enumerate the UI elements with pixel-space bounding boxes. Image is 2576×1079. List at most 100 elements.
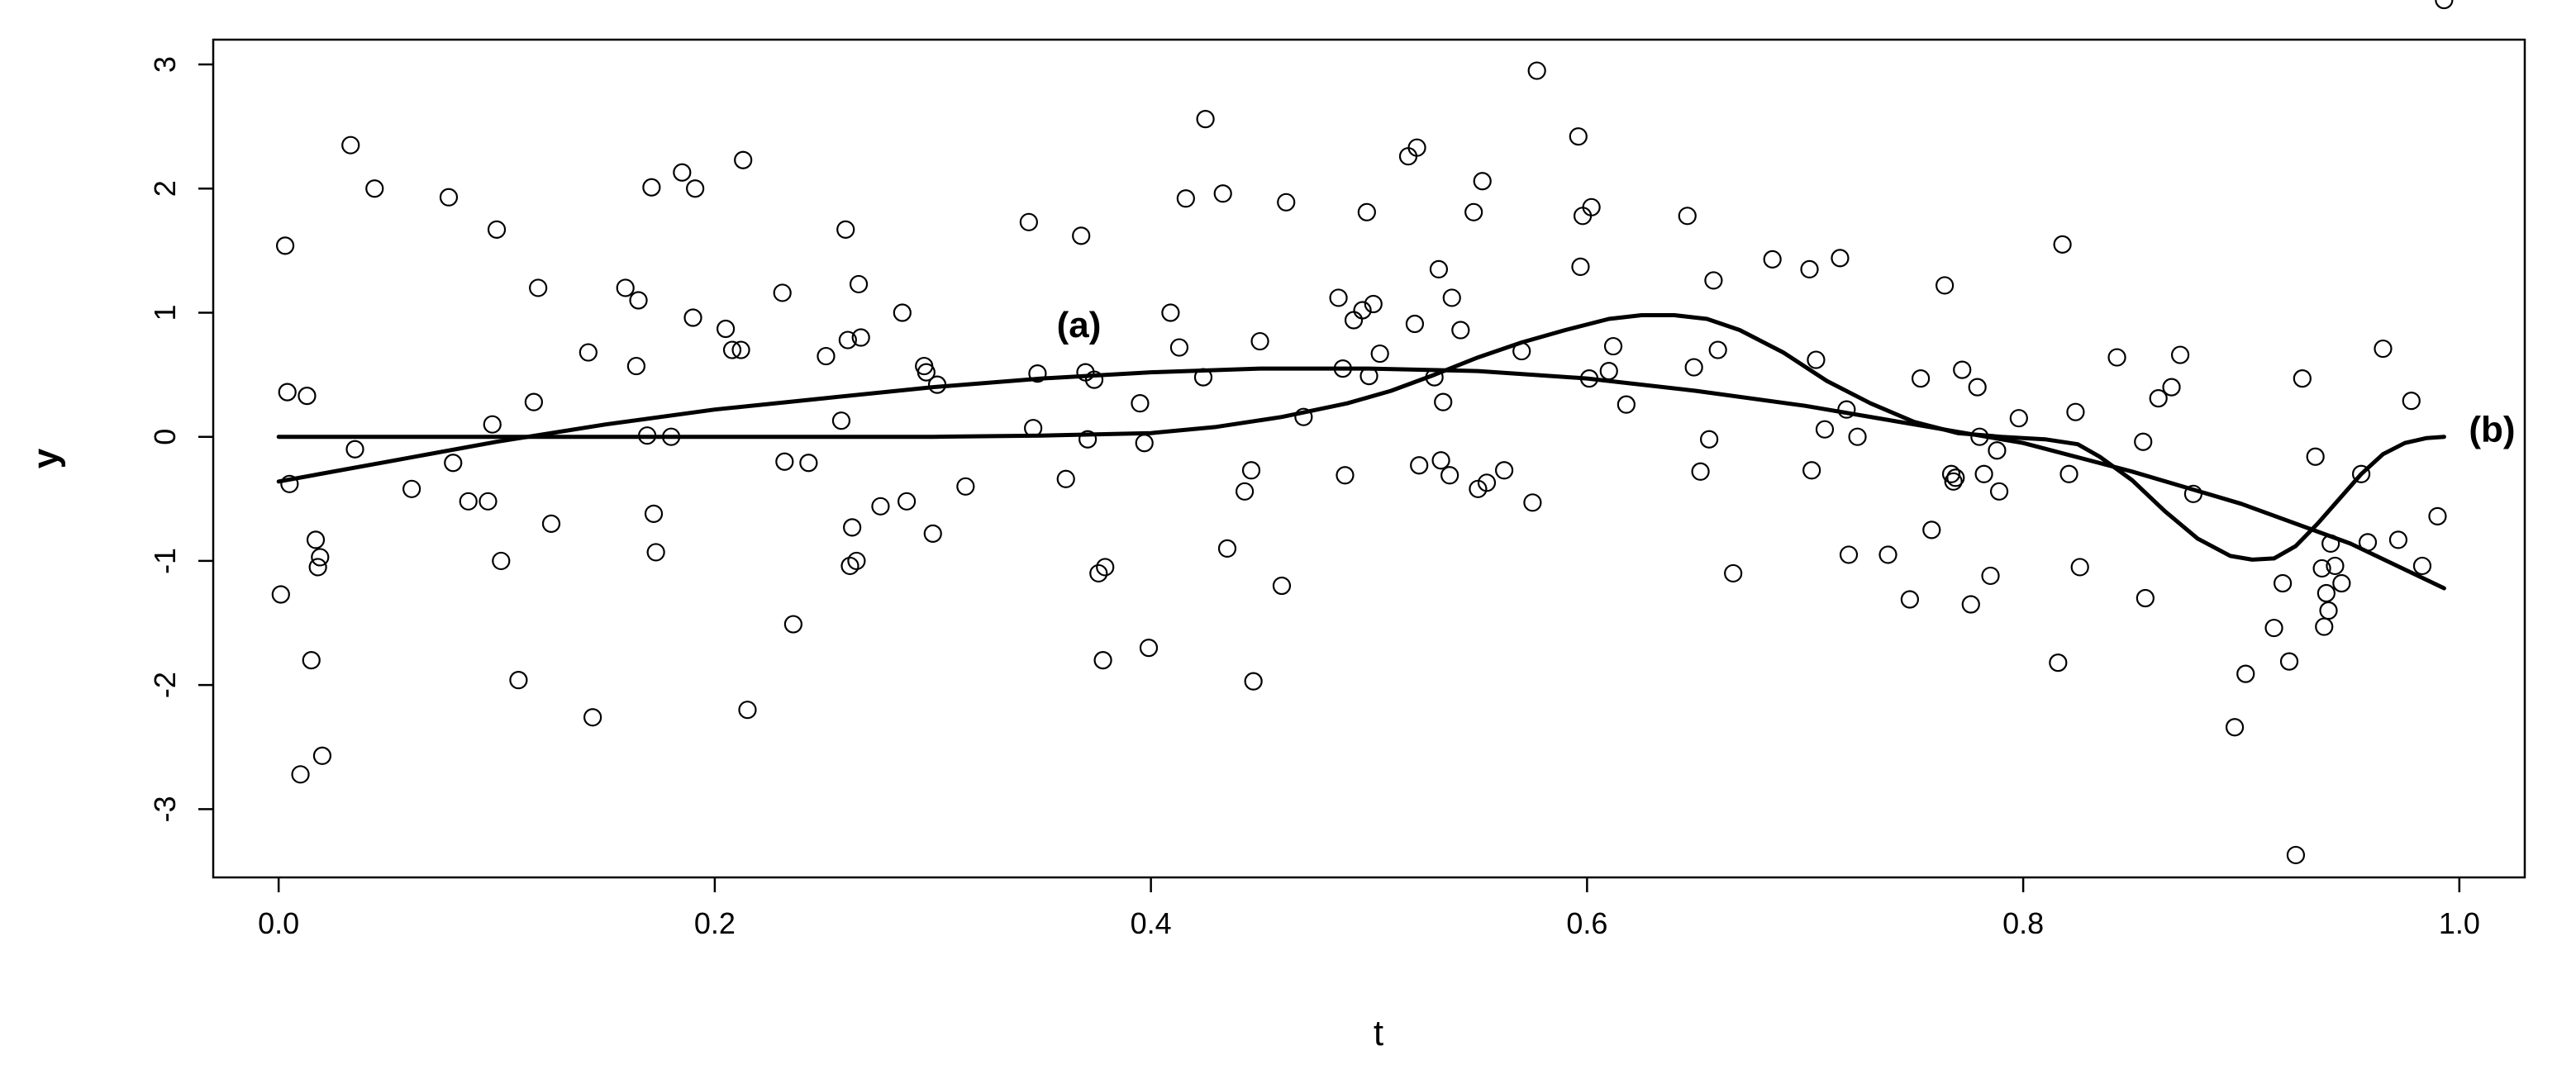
data-point: [1802, 461, 1821, 480]
data-point: [1078, 430, 1098, 449]
data-point: [1370, 344, 1389, 364]
data-point: [275, 236, 295, 255]
data-point: [2374, 339, 2393, 359]
data-point: [1724, 563, 1743, 583]
data-point: [2326, 556, 2345, 576]
data-point: [444, 454, 463, 473]
data-point: [1691, 462, 1710, 481]
data-point: [271, 585, 290, 604]
data-point: [306, 530, 326, 549]
y-tick-label: 1: [148, 304, 182, 321]
y-tick-label: 3: [148, 56, 182, 73]
data-point: [1527, 61, 1546, 80]
data-point: [459, 492, 478, 511]
data-point: [1213, 184, 1232, 203]
data-point: [1900, 590, 1919, 609]
data-point: [2066, 402, 2085, 421]
data-point: [524, 392, 543, 411]
data-point: [2170, 345, 2190, 364]
data-point: [871, 497, 890, 516]
data-point: [280, 474, 299, 493]
data-point: [2312, 559, 2331, 578]
data-point: [1684, 358, 1703, 377]
data-point: [738, 701, 757, 720]
data-point: [1603, 336, 1623, 356]
data-point: [1056, 469, 1075, 488]
data-point: [1277, 193, 1296, 212]
data-point: [487, 220, 507, 239]
data-point: [1599, 361, 1618, 381]
data-point: [1839, 545, 1859, 564]
data-point: [1981, 566, 2000, 586]
data-point: [1953, 360, 1972, 379]
data-point: [817, 346, 836, 366]
data-point: [1571, 257, 1590, 277]
y-tick-label: -1: [148, 548, 182, 574]
x-tick-label: 0.6: [1566, 906, 1607, 940]
data-point: [831, 411, 851, 430]
data-point: [2388, 530, 2408, 549]
series-line-a: [276, 366, 2446, 591]
data-point: [1405, 314, 1425, 334]
data-point: [1763, 250, 1782, 269]
data-point: [1464, 202, 1483, 221]
annotation-label: (b): [2469, 409, 2515, 449]
data-point: [1946, 468, 1965, 487]
x-tick-label: 1.0: [2439, 906, 2480, 940]
data-point: [365, 179, 384, 198]
data-point: [847, 551, 866, 571]
data-point: [2274, 573, 2293, 593]
data-point: [1477, 473, 1497, 492]
data-point: [1911, 369, 1931, 388]
data-point: [716, 319, 736, 339]
data-point: [2402, 392, 2421, 411]
data-point: [1357, 202, 1376, 221]
data-point: [509, 671, 528, 690]
data-point: [773, 283, 792, 302]
x-tick-label: 0.4: [1131, 906, 1172, 940]
data-point: [775, 452, 794, 471]
data-point: [893, 303, 912, 322]
data-point: [1807, 350, 1826, 369]
data-point: [897, 492, 917, 511]
data-point: [1573, 207, 1593, 226]
data-point: [1398, 147, 1418, 166]
data-point: [298, 387, 317, 406]
data-point: [1131, 394, 1150, 413]
data-point: [1196, 110, 1215, 129]
data-point: [1161, 303, 1180, 322]
data-point: [1272, 576, 1292, 596]
data-point: [2412, 556, 2432, 576]
data-point: [579, 343, 598, 362]
data-point: [1336, 466, 1355, 485]
data-point: [1096, 558, 1115, 577]
data-point: [673, 163, 692, 182]
data-point: [1093, 651, 1112, 670]
data-point: [278, 383, 297, 402]
data-point: [2009, 409, 2028, 428]
data-point: [1235, 482, 1255, 501]
data-point: [1569, 127, 1588, 146]
data-point: [2428, 506, 2447, 525]
data-point: [799, 454, 818, 473]
x-axis: 0.0 0.2 0.4 0.6 0.8 1.0: [258, 877, 2480, 940]
data-point: [917, 363, 936, 382]
data-point: [1353, 301, 1372, 320]
data-point: [1617, 395, 1636, 414]
data-point: [1968, 378, 1987, 397]
data-point: [2236, 664, 2255, 683]
data-point: [1434, 392, 1453, 411]
data-point: [1831, 249, 1850, 268]
series-line-b: [276, 313, 2446, 562]
data-point: [2279, 652, 2299, 671]
data-point: [541, 514, 561, 533]
data-point: [2332, 573, 2351, 593]
data-point: [291, 765, 310, 784]
data-point: [2136, 588, 2155, 608]
data-point: [1364, 294, 1383, 314]
x-axis-title: t: [1374, 1013, 1383, 1053]
data-point: [1708, 340, 1727, 359]
data-point: [345, 440, 364, 459]
data-point: [2053, 235, 2072, 254]
annotations: (a) (b): [1057, 305, 2516, 449]
